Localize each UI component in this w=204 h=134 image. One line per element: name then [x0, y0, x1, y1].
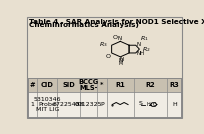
Text: N: N — [118, 36, 122, 41]
Text: BCCG
MLS-: BCCG MLS- — [78, 79, 99, 91]
Text: H: H — [172, 102, 177, 107]
Text: *: * — [100, 82, 104, 88]
Bar — [28, 92, 181, 117]
Text: 1: 1 — [31, 102, 34, 107]
Text: O: O — [106, 54, 111, 59]
Text: R2: R2 — [146, 82, 155, 88]
Text: N: N — [136, 42, 141, 47]
Text: N: N — [119, 57, 123, 62]
Text: R3: R3 — [170, 82, 179, 88]
Text: $R_1$: $R_1$ — [140, 34, 148, 43]
Bar — [28, 78, 181, 117]
Text: #: # — [30, 82, 35, 88]
Text: 87225488: 87225488 — [53, 102, 84, 107]
Text: 5310346
Probe
MIT LIG: 5310346 Probe MIT LIG — [34, 97, 61, 112]
Text: 0012325: 0012325 — [75, 102, 102, 107]
Bar — [28, 78, 181, 92]
Text: S: S — [138, 101, 142, 106]
Text: H$_2$C: H$_2$C — [146, 100, 157, 109]
Text: Cheminformatics Analysis): Cheminformatics Analysis) — [29, 22, 139, 28]
Text: $R_3$: $R_3$ — [99, 40, 108, 49]
Text: P: P — [100, 102, 104, 107]
Text: Table 4   SAR Analysis for NOD1 Selective Xanthine Scaffold(: Table 4 SAR Analysis for NOD1 Selective … — [29, 19, 204, 25]
Text: $R_2$: $R_2$ — [142, 45, 151, 54]
Text: N: N — [118, 58, 122, 63]
Text: O: O — [112, 35, 117, 40]
Text: M: M — [118, 61, 122, 66]
Text: NH: NH — [136, 51, 145, 57]
Text: SID: SID — [62, 82, 75, 88]
Text: R1: R1 — [115, 82, 125, 88]
Text: CID: CID — [41, 82, 54, 88]
